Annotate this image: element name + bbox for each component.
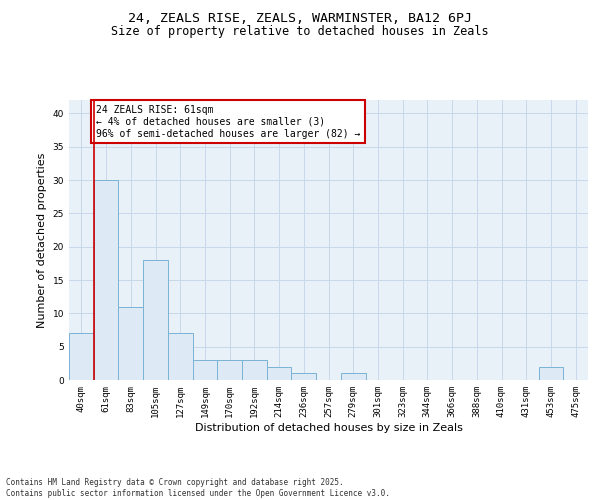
Bar xyxy=(242,360,267,380)
Text: 24, ZEALS RISE, ZEALS, WARMINSTER, BA12 6PJ: 24, ZEALS RISE, ZEALS, WARMINSTER, BA12 … xyxy=(128,12,472,26)
Text: Size of property relative to detached houses in Zeals: Size of property relative to detached ho… xyxy=(111,25,489,38)
X-axis label: Distribution of detached houses by size in Zeals: Distribution of detached houses by size … xyxy=(194,422,463,432)
Bar xyxy=(267,366,292,380)
Bar xyxy=(94,180,118,380)
Bar xyxy=(69,334,94,380)
Bar xyxy=(217,360,242,380)
Bar xyxy=(143,260,168,380)
Bar xyxy=(193,360,217,380)
Bar xyxy=(118,306,143,380)
Text: 24 ZEALS RISE: 61sqm
← 4% of detached houses are smaller (3)
96% of semi-detache: 24 ZEALS RISE: 61sqm ← 4% of detached ho… xyxy=(95,106,360,138)
Bar xyxy=(292,374,316,380)
Bar xyxy=(341,374,365,380)
Bar xyxy=(168,334,193,380)
Y-axis label: Number of detached properties: Number of detached properties xyxy=(37,152,47,328)
Bar xyxy=(539,366,563,380)
Text: Contains HM Land Registry data © Crown copyright and database right 2025.
Contai: Contains HM Land Registry data © Crown c… xyxy=(6,478,390,498)
